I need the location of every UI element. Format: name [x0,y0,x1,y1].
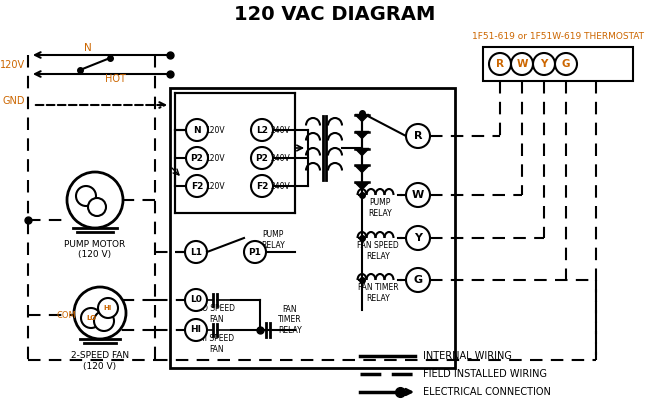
Text: HI: HI [104,305,112,311]
Polygon shape [355,166,369,173]
Text: L0: L0 [190,295,202,305]
Polygon shape [355,132,369,139]
Circle shape [88,198,106,216]
Text: 120 VAC DIAGRAM: 120 VAC DIAGRAM [234,5,436,23]
Text: 240V: 240V [270,126,290,134]
Text: P2: P2 [190,153,204,163]
Text: FIELD INSTALLED WIRING: FIELD INSTALLED WIRING [423,369,547,379]
Text: FAN
TIMER
RELAY: FAN TIMER RELAY [278,305,302,335]
Text: HOT: HOT [105,74,125,84]
Circle shape [533,53,555,75]
Text: 120V: 120V [205,153,225,163]
Text: Y: Y [540,59,547,69]
Circle shape [74,287,126,339]
Text: 8A18Z-2: 8A18Z-2 [206,92,254,102]
Circle shape [81,308,101,328]
Text: COM: COM [56,311,76,321]
Circle shape [406,226,430,250]
Circle shape [185,319,207,341]
Text: W: W [412,190,424,200]
Circle shape [185,289,207,311]
Text: L1: L1 [190,248,202,256]
Text: F2: F2 [191,181,203,191]
Text: 120V: 120V [205,126,225,134]
Text: L2: L2 [256,126,268,134]
Polygon shape [355,183,369,189]
Text: F2: F2 [256,181,268,191]
Text: LO SPEED
FAN: LO SPEED FAN [198,304,235,324]
Circle shape [244,241,266,263]
Text: INTERNAL WIRING: INTERNAL WIRING [423,351,512,361]
Text: R: R [496,59,504,69]
Text: P1: P1 [249,248,261,256]
Text: PUMP
RELAY: PUMP RELAY [368,198,392,218]
Text: 240V: 240V [270,181,290,191]
Text: N: N [193,126,201,134]
Polygon shape [355,114,369,122]
Circle shape [98,298,118,318]
Circle shape [511,53,533,75]
Text: ELECTRICAL CONNECTION: ELECTRICAL CONNECTION [423,387,551,397]
Circle shape [406,268,430,292]
Circle shape [186,147,208,169]
Bar [170,88,455,368]
Circle shape [67,172,123,228]
Text: GND: GND [3,96,25,106]
Text: R: R [414,131,422,141]
Text: G: G [561,59,570,69]
Text: Y: Y [414,233,422,243]
Text: PUMP MOTOR: PUMP MOTOR [64,240,126,248]
Text: FAN SPEED
RELAY: FAN SPEED RELAY [357,241,399,261]
Circle shape [185,241,207,263]
Text: LO: LO [86,315,96,321]
Text: P2: P2 [255,153,269,163]
Circle shape [251,175,273,197]
Text: PUMP
RELAY: PUMP RELAY [261,230,285,250]
Circle shape [76,186,96,206]
Text: HI SPEED
FAN: HI SPEED FAN [200,334,234,354]
Text: (120 V): (120 V) [78,251,112,259]
Circle shape [489,53,511,75]
Text: 2-SPEED FAN: 2-SPEED FAN [71,351,129,360]
Text: 1F51-619 or 1F51W-619 THERMOSTAT: 1F51-619 or 1F51W-619 THERMOSTAT [472,31,644,41]
Polygon shape [355,148,369,155]
Text: G: G [413,275,423,285]
Text: 120V: 120V [205,181,225,191]
Text: N: N [84,43,92,53]
Circle shape [555,53,577,75]
Text: 120V: 120V [0,60,25,70]
Circle shape [186,175,208,197]
Circle shape [406,124,430,148]
Circle shape [94,311,114,331]
Circle shape [186,119,208,141]
Circle shape [251,147,273,169]
Text: (120 V): (120 V) [84,362,117,370]
Text: FAN TIMER
RELAY: FAN TIMER RELAY [358,283,398,303]
Text: 240V: 240V [270,153,290,163]
Circle shape [251,119,273,141]
Text: HI: HI [190,326,202,334]
Bar [175,93,295,213]
Bar [483,47,633,81]
Text: W: W [517,59,528,69]
Circle shape [406,183,430,207]
